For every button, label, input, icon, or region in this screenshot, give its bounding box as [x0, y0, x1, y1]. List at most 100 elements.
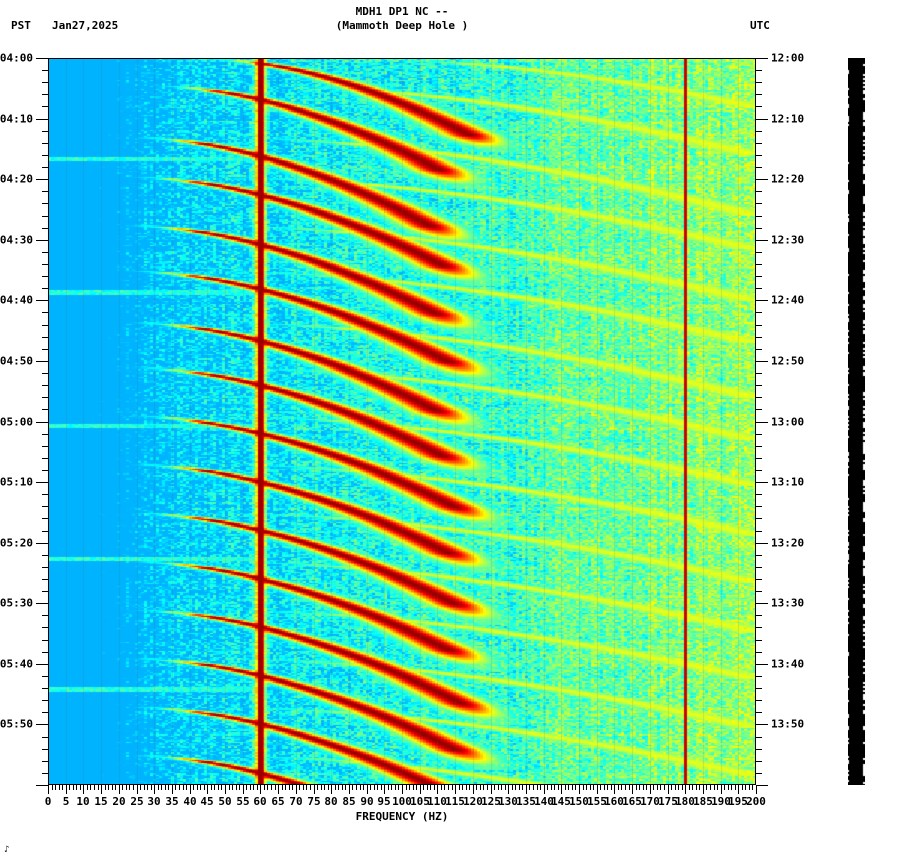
- frequency-label: 130: [498, 795, 518, 808]
- frequency-tick: [515, 785, 516, 790]
- frequency-tick: [423, 785, 424, 790]
- frequency-tick: [685, 785, 686, 794]
- frequency-tick: [292, 785, 293, 790]
- spectrogram-canvas[interactable]: [48, 58, 756, 785]
- frequency-tick: [455, 785, 456, 794]
- frequency-tick: [572, 785, 573, 790]
- frequency-tick: [151, 785, 152, 790]
- frequency-tick: [636, 785, 637, 790]
- time-label-utc: 12:40: [771, 293, 805, 307]
- frequency-label: 185: [693, 795, 713, 808]
- time-label-utc: 12:10: [771, 112, 805, 126]
- frequency-tick: [618, 785, 619, 790]
- colorbar: [848, 58, 865, 785]
- time-tick-right: [756, 555, 762, 556]
- frequency-tick: [193, 785, 194, 790]
- frequency-tick: [586, 785, 587, 790]
- frequency-tick: [551, 785, 552, 790]
- frequency-tick: [384, 785, 385, 794]
- time-tick-left: [42, 264, 48, 265]
- time-label-utc: 13:20: [771, 536, 805, 550]
- frequency-tick: [243, 785, 244, 794]
- frequency-axis: 0 5 10 15 20 25 30 35 40 45 50 55 60 65 70 75 80 85 90 95 10…: [44, 785, 766, 825]
- frequency-label: 190: [711, 795, 731, 808]
- time-tick-left: [42, 203, 48, 204]
- frequency-tick: [466, 785, 467, 790]
- frequency-tick: [367, 785, 368, 794]
- frequency-tick: [303, 785, 304, 790]
- frequency-tick: [264, 785, 265, 790]
- frequency-tick: [112, 785, 113, 790]
- header-left-date: Jan27,2025: [52, 19, 119, 32]
- frequency-tick: [328, 785, 329, 790]
- time-tick-right: [756, 312, 762, 313]
- time-tick-right: [756, 155, 762, 156]
- frequency-tick: [742, 785, 743, 790]
- time-label-pst: 04:40: [0, 293, 33, 307]
- time-tick-right: [756, 724, 768, 725]
- time-tick-left: [42, 191, 48, 192]
- frequency-tick: [441, 785, 442, 790]
- time-label-utc: 12:50: [771, 354, 805, 368]
- frequency-tick: [190, 785, 191, 794]
- spectrogram-plot[interactable]: [48, 58, 756, 785]
- frequency-tick: [83, 785, 84, 794]
- time-tick-right: [756, 579, 762, 580]
- frequency-tick: [696, 785, 697, 790]
- frequency-tick: [611, 785, 612, 790]
- frequency-label: 50: [218, 795, 232, 808]
- frequency-tick: [721, 785, 722, 794]
- frequency-tick: [147, 785, 148, 790]
- time-tick-right: [756, 531, 762, 532]
- time-tick-left: [42, 82, 48, 83]
- frequency-tick: [296, 785, 297, 794]
- time-tick-right: [756, 119, 768, 120]
- frequency-tick: [90, 785, 91, 790]
- time-tick-right: [756, 434, 762, 435]
- time-tick-right: [756, 240, 768, 241]
- time-tick-right: [756, 737, 762, 738]
- time-label-utc: 13:40: [771, 657, 805, 671]
- frequency-tick: [614, 785, 615, 794]
- frequency-label: 0: [44, 795, 52, 808]
- time-label-pst: 04:30: [0, 233, 33, 247]
- time-label-utc: 13:50: [771, 717, 805, 731]
- frequency-tick: [714, 785, 715, 790]
- frequency-tick: [69, 785, 70, 790]
- time-tick-right: [756, 446, 762, 447]
- frequency-tick: [597, 785, 598, 794]
- frequency-tick: [469, 785, 470, 790]
- frequency-tick: [427, 785, 428, 790]
- frequency-tick: [137, 785, 138, 794]
- time-label-utc: 13:10: [771, 475, 805, 489]
- time-tick-right: [756, 397, 762, 398]
- time-label-pst: 04:20: [0, 172, 33, 186]
- frequency-tick: [207, 785, 208, 794]
- frequency-tick: [668, 785, 669, 794]
- time-tick-right: [756, 506, 762, 507]
- frequency-tick: [200, 785, 201, 790]
- frequency-label: 30: [147, 795, 161, 808]
- time-tick-right: [756, 143, 762, 144]
- frequency-label: 70: [289, 795, 303, 808]
- frequency-tick: [214, 785, 215, 790]
- frequency-tick: [494, 785, 495, 790]
- time-tick-left: [42, 615, 48, 616]
- frequency-tick: [692, 785, 693, 790]
- frequency-tick: [59, 785, 60, 790]
- frequency-label: 195: [728, 795, 748, 808]
- time-tick-left: [42, 252, 48, 253]
- time-tick-left: [42, 761, 48, 762]
- frequency-tick: [544, 785, 545, 794]
- frequency-tick: [745, 785, 746, 790]
- frequency-label: 85: [342, 795, 356, 808]
- time-tick-left: [42, 737, 48, 738]
- time-tick-right: [756, 567, 762, 568]
- time-tick-left: [36, 361, 48, 362]
- frequency-tick: [168, 785, 169, 790]
- time-tick-right: [756, 288, 762, 289]
- frequency-tick: [526, 785, 527, 794]
- time-tick-left: [42, 385, 48, 386]
- frequency-tick: [52, 785, 53, 790]
- frequency-tick: [66, 785, 67, 794]
